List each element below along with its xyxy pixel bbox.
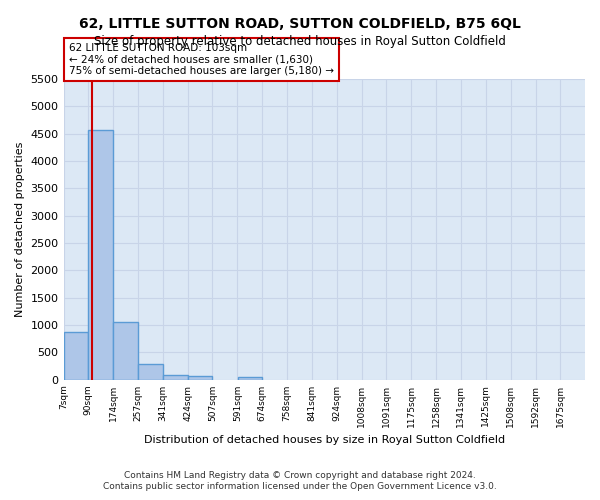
Bar — [113, 322, 138, 380]
Text: Contains public sector information licensed under the Open Government Licence v3: Contains public sector information licen… — [103, 482, 497, 491]
Text: 62 LITTLE SUTTON ROAD: 103sqm
← 24% of detached houses are smaller (1,630)
75% o: 62 LITTLE SUTTON ROAD: 103sqm ← 24% of d… — [69, 43, 334, 76]
Bar — [64, 332, 88, 380]
Text: Contains HM Land Registry data © Crown copyright and database right 2024.: Contains HM Land Registry data © Crown c… — [124, 471, 476, 480]
Text: 62, LITTLE SUTTON ROAD, SUTTON COLDFIELD, B75 6QL: 62, LITTLE SUTTON ROAD, SUTTON COLDFIELD… — [79, 18, 521, 32]
Bar — [88, 130, 113, 380]
Text: Size of property relative to detached houses in Royal Sutton Coldfield: Size of property relative to detached ho… — [94, 35, 506, 48]
Bar — [238, 376, 262, 380]
Bar — [163, 376, 188, 380]
Bar — [138, 364, 163, 380]
Bar — [188, 376, 212, 380]
Y-axis label: Number of detached properties: Number of detached properties — [15, 142, 25, 317]
X-axis label: Distribution of detached houses by size in Royal Sutton Coldfield: Distribution of detached houses by size … — [144, 435, 505, 445]
